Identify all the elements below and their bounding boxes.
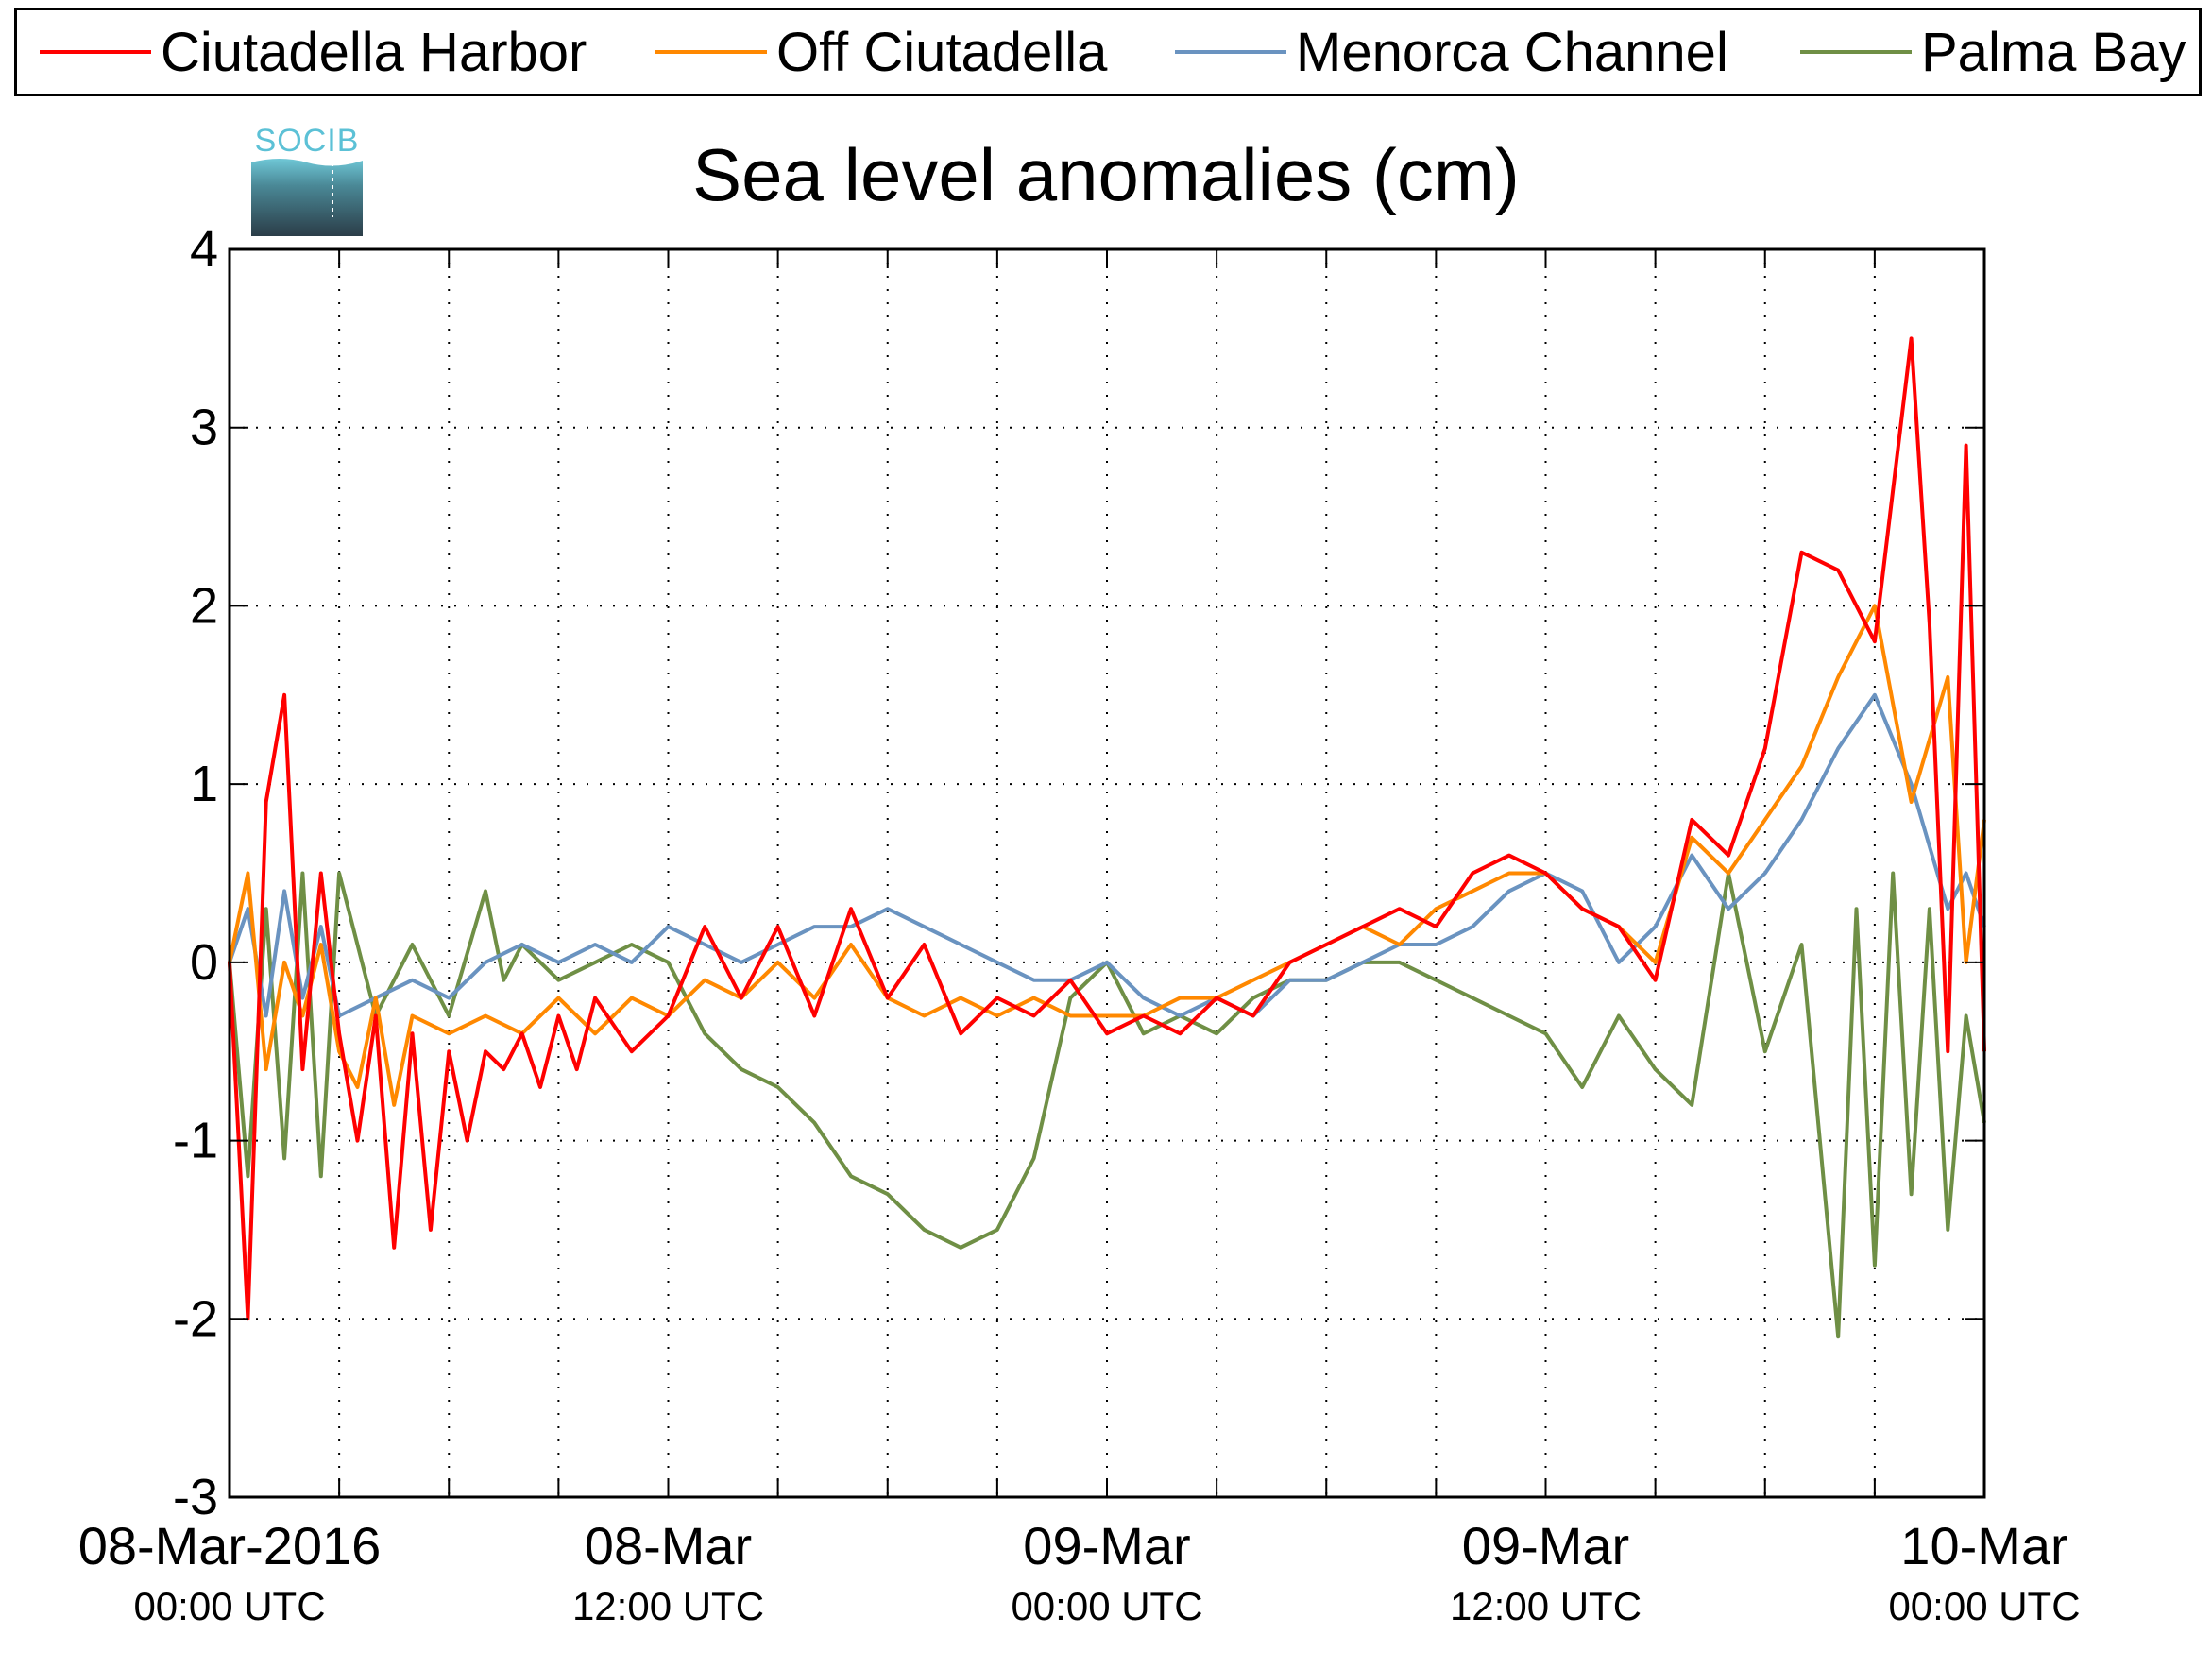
x-tick-label-date: 08-Mar-2016 (78, 1516, 382, 1575)
grid-lines (230, 249, 1984, 1497)
axis-ticks (230, 249, 1984, 1497)
plot-frame (228, 247, 1986, 1499)
series-line-palma-bay (228, 871, 1986, 1339)
legend-swatch (1175, 50, 1286, 54)
y-tick-label: -2 (173, 1290, 218, 1347)
legend-swatch (655, 50, 767, 54)
x-tick-label-date: 09-Mar (1462, 1516, 1629, 1575)
y-tick-label: 0 (190, 934, 218, 991)
series-line-off-ciutadella (228, 604, 1986, 1107)
chart-title: Sea level anomalies (cm) (0, 132, 2212, 218)
y-tick-label: -1 (173, 1113, 218, 1169)
x-tick-label-time: 12:00 UTC (1450, 1584, 1642, 1628)
y-tick-label: 4 (190, 221, 218, 278)
legend-swatch (40, 50, 151, 54)
x-tick-labels: 08-Mar-2016 00:00 UTC 08-Mar 12:00 UTC 09-Ma… (78, 1516, 2081, 1628)
legend-label: Ciutadella Harbor (161, 21, 587, 83)
x-tick-label-time: 00:00 UTC (1888, 1584, 2080, 1628)
logo-text: SOCIB (254, 123, 360, 159)
x-tick-label-date: 09-Mar (1023, 1516, 1190, 1575)
x-tick-label-time: 12:00 UTC (572, 1584, 764, 1628)
series-lines (228, 336, 1986, 1339)
y-tick-labels: -3 -2 -1 0 1 2 3 4 (173, 221, 218, 1525)
x-tick-label-date: 08-Mar (585, 1516, 752, 1575)
legend-swatch (1800, 50, 1912, 54)
legend-item-palma-bay: Palma Bay (1800, 10, 2186, 94)
x-tick-label-date: 10-Mar (1900, 1516, 2067, 1575)
chart-title-text: Sea level anomalies (cm) (692, 133, 1520, 216)
legend-label: Off Ciutadella (776, 21, 1108, 83)
legend-item-ciutadella-harbor: Ciutadella Harbor (40, 10, 587, 94)
legend-label: Palma Bay (1921, 21, 2186, 83)
legend-item-menorca-channel: Menorca Channel (1175, 10, 1728, 94)
y-tick-label: 1 (190, 756, 218, 812)
logo-graphic (251, 155, 363, 236)
x-tick-label-time: 00:00 UTC (1011, 1584, 1202, 1628)
legend-label: Menorca Channel (1296, 21, 1728, 83)
y-tick-label: 2 (190, 577, 218, 634)
series-line-menorca-channel (228, 692, 1986, 1018)
legend-item-off-ciutadella: Off Ciutadella (655, 10, 1107, 94)
y-tick-label: -3 (173, 1469, 218, 1525)
series-line-ciutadella-harbor (228, 336, 1986, 1321)
socib-logo: SOCIB (251, 123, 363, 238)
x-tick-label-time: 00:00 UTC (133, 1584, 325, 1628)
legend: Ciutadella Harbor Off Ciutadella Menorca… (14, 8, 2202, 96)
y-tick-label: 3 (190, 400, 218, 456)
